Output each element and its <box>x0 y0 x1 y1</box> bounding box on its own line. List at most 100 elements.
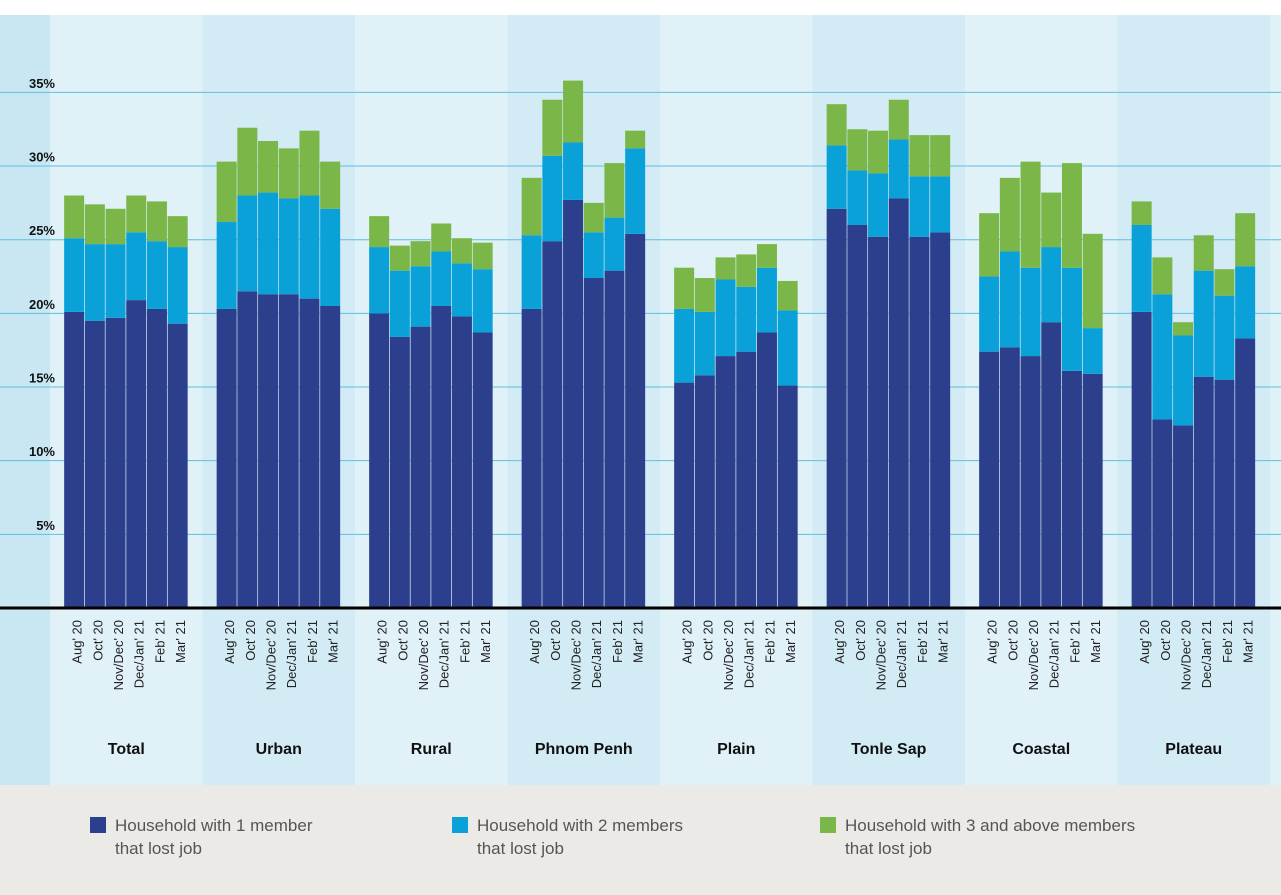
bar-segment <box>146 308 167 608</box>
bar-segment <box>756 267 777 333</box>
bar-segment <box>369 313 390 608</box>
x-tick-label: Oct' 20 <box>90 620 105 661</box>
bar-segment <box>563 199 584 608</box>
x-tick-label: Aug' 20 <box>985 620 1000 664</box>
bar-segment <box>278 148 299 199</box>
bar-segment <box>258 192 279 295</box>
x-tick-label: Nov/Dec' 20 <box>1178 620 1193 690</box>
bar-segment <box>999 251 1020 348</box>
bar-segment <box>1152 294 1173 420</box>
y-tick-label: 5% <box>36 518 55 533</box>
x-tick-label: Nov/Dec' 20 <box>263 620 278 690</box>
group-label: Plateau <box>1165 741 1222 758</box>
bar-segment <box>909 176 930 237</box>
bar-segment <box>604 163 625 218</box>
x-tick-label: Oct' 20 <box>1005 620 1020 661</box>
y-tick-label: 20% <box>29 297 55 312</box>
x-tick-label: Dec/Jan' 21 <box>437 620 452 688</box>
bar-segment <box>105 208 126 245</box>
x-tick-label: Aug' 20 <box>527 620 542 664</box>
bar-segment <box>320 306 341 608</box>
bar-segment <box>216 222 237 309</box>
bar-segment <box>888 99 909 140</box>
x-tick-label: Feb' 21 <box>1220 620 1235 663</box>
x-tick-label: Dec/Jan' 21 <box>132 620 147 688</box>
x-tick-label: Mar' 21 <box>1241 620 1256 663</box>
y-tick-label: 10% <box>29 444 55 459</box>
bar-segment <box>826 104 847 146</box>
bar-segment <box>736 351 757 608</box>
y-tick-label: 25% <box>29 223 55 238</box>
x-tick-label: Aug' 20 <box>680 620 695 664</box>
bar-segment <box>583 278 604 608</box>
bar-segment <box>542 99 563 156</box>
bar-segment <box>146 241 167 309</box>
bar-segment <box>715 356 736 608</box>
bar-segment <box>64 311 85 608</box>
x-tick-label: Aug' 20 <box>222 620 237 664</box>
bar-segment <box>736 286 757 352</box>
x-tick-label: Aug' 20 <box>832 620 847 664</box>
bar-segment <box>431 306 452 608</box>
bar-segment <box>1173 425 1194 608</box>
x-tick-label: Mar' 21 <box>326 620 341 663</box>
bar-segment <box>979 351 1000 608</box>
bar-segment <box>431 251 452 306</box>
x-tick-label: Nov/Dec' 20 <box>721 620 736 690</box>
bar-segment <box>1082 233 1103 329</box>
bar-segment <box>930 135 951 177</box>
y-tick-label: 35% <box>29 76 55 91</box>
bar-segment <box>888 139 909 199</box>
bar-segment <box>105 317 126 608</box>
group-label: Rural <box>411 741 452 758</box>
bar-segment <box>126 232 147 301</box>
bar-segment <box>868 236 889 608</box>
bar-segment <box>868 173 889 237</box>
bar-segment <box>146 201 167 242</box>
bar-segment <box>1193 376 1214 608</box>
bar-segment <box>1131 311 1152 608</box>
bar-segment <box>237 127 258 196</box>
bar-segment <box>84 244 105 321</box>
x-tick-label: Feb' 21 <box>457 620 472 663</box>
bar-segment <box>369 216 390 248</box>
bar-segment <box>1020 356 1041 608</box>
group-label: Coastal <box>1012 741 1070 758</box>
bar-segment <box>167 216 188 248</box>
bar-segment <box>1131 224 1152 312</box>
bar-segment <box>1235 213 1256 267</box>
top-strip <box>0 0 1281 15</box>
bar-segment <box>258 141 279 193</box>
bar-segment <box>451 316 472 608</box>
bar-segment <box>369 247 390 314</box>
bar-segment <box>410 326 431 608</box>
bar-segment <box>715 257 736 280</box>
bar-segment <box>1041 247 1062 323</box>
x-tick-label: Aug' 20 <box>375 620 390 664</box>
bar-segment <box>756 332 777 608</box>
bar-segment <box>451 263 472 317</box>
x-tick-label: Nov/Dec' 20 <box>1026 620 1041 690</box>
bar-segment <box>278 198 299 295</box>
bar-segment <box>847 170 868 225</box>
x-tick-label: Dec/Jan' 21 <box>284 620 299 688</box>
bar-segment <box>826 145 847 209</box>
bar-segment <box>521 308 542 608</box>
bar-segment <box>389 245 410 271</box>
bar-segment <box>216 161 237 223</box>
x-tick-label: Aug' 20 <box>1137 620 1152 664</box>
x-tick-label: Oct' 20 <box>395 620 410 661</box>
x-tick-label: Feb' 21 <box>610 620 625 663</box>
legend: Household with 1 member that lost job Hou… <box>0 785 1281 895</box>
bar-segment <box>410 266 431 327</box>
bar-segment <box>84 320 105 608</box>
bar-segment <box>1235 266 1256 339</box>
bar-segment <box>542 155 563 242</box>
bar-segment <box>930 176 951 233</box>
bar-segment <box>299 298 320 608</box>
bar-segment <box>604 217 625 271</box>
legend-entry: Household with 3 and above members that … <box>820 814 1155 860</box>
bar-segment <box>431 223 452 252</box>
bar-segment <box>1152 257 1173 295</box>
bar-segment <box>278 294 299 608</box>
